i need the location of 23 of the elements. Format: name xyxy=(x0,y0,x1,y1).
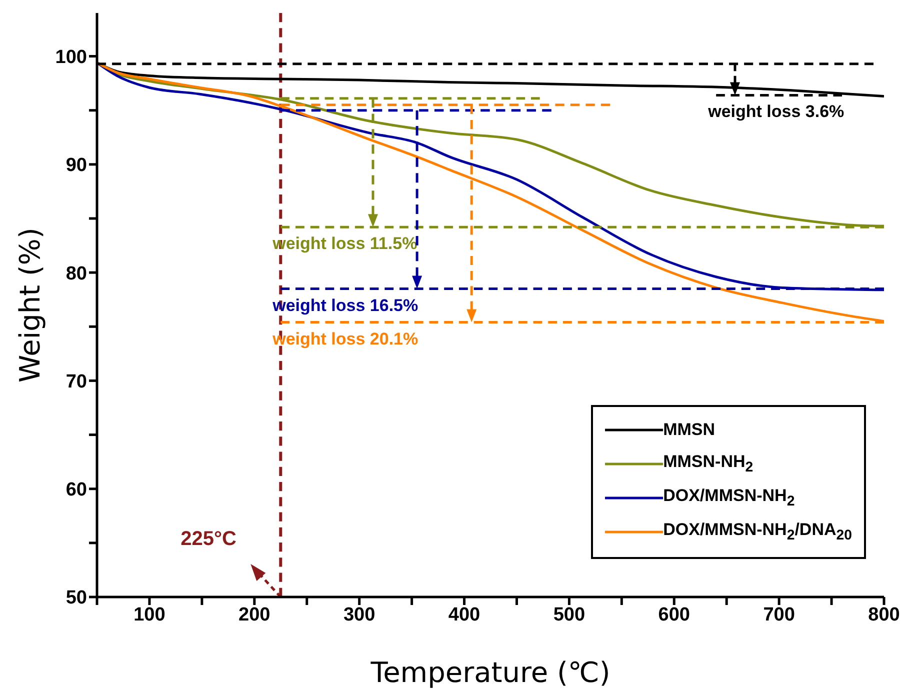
x-tick-label: 700 xyxy=(763,604,795,626)
x-tick-label: 600 xyxy=(658,604,690,626)
y-tick-label: 60 xyxy=(66,480,87,501)
x-tick-label: 800 xyxy=(868,604,900,626)
series-label: weight loss 20.1% xyxy=(272,329,418,348)
x-axis-title: Temperature (℃) xyxy=(370,656,610,689)
x-tick-label: 500 xyxy=(553,604,586,626)
x-tick-label: 200 xyxy=(238,604,270,626)
legend-label: DOX/MMSN-NH$_{2}$ xyxy=(663,486,795,510)
legend-label: MMSN-NH$_{2}$ xyxy=(663,452,754,476)
x-tick-label: 400 xyxy=(448,604,480,626)
y-tick-label: 70 xyxy=(66,371,87,392)
x-tick-label: 300 xyxy=(343,604,376,626)
series-label: weight loss 3.6% xyxy=(707,102,844,122)
x-tick-label: 100 xyxy=(134,604,166,626)
y-axis-title: Weight (%) xyxy=(14,228,47,382)
y-tick-label: 50 xyxy=(66,588,87,609)
legend-label: DOX/MMSN-NH$_{2}$/DNA$_{20}$ xyxy=(663,520,852,544)
ref-line-label: 225°C xyxy=(180,528,236,550)
y-tick-label: 90 xyxy=(66,155,87,176)
y-tick-label: 80 xyxy=(66,263,87,284)
legend-label: MMSN xyxy=(663,420,716,440)
y-tick-label: 100 xyxy=(55,47,87,68)
